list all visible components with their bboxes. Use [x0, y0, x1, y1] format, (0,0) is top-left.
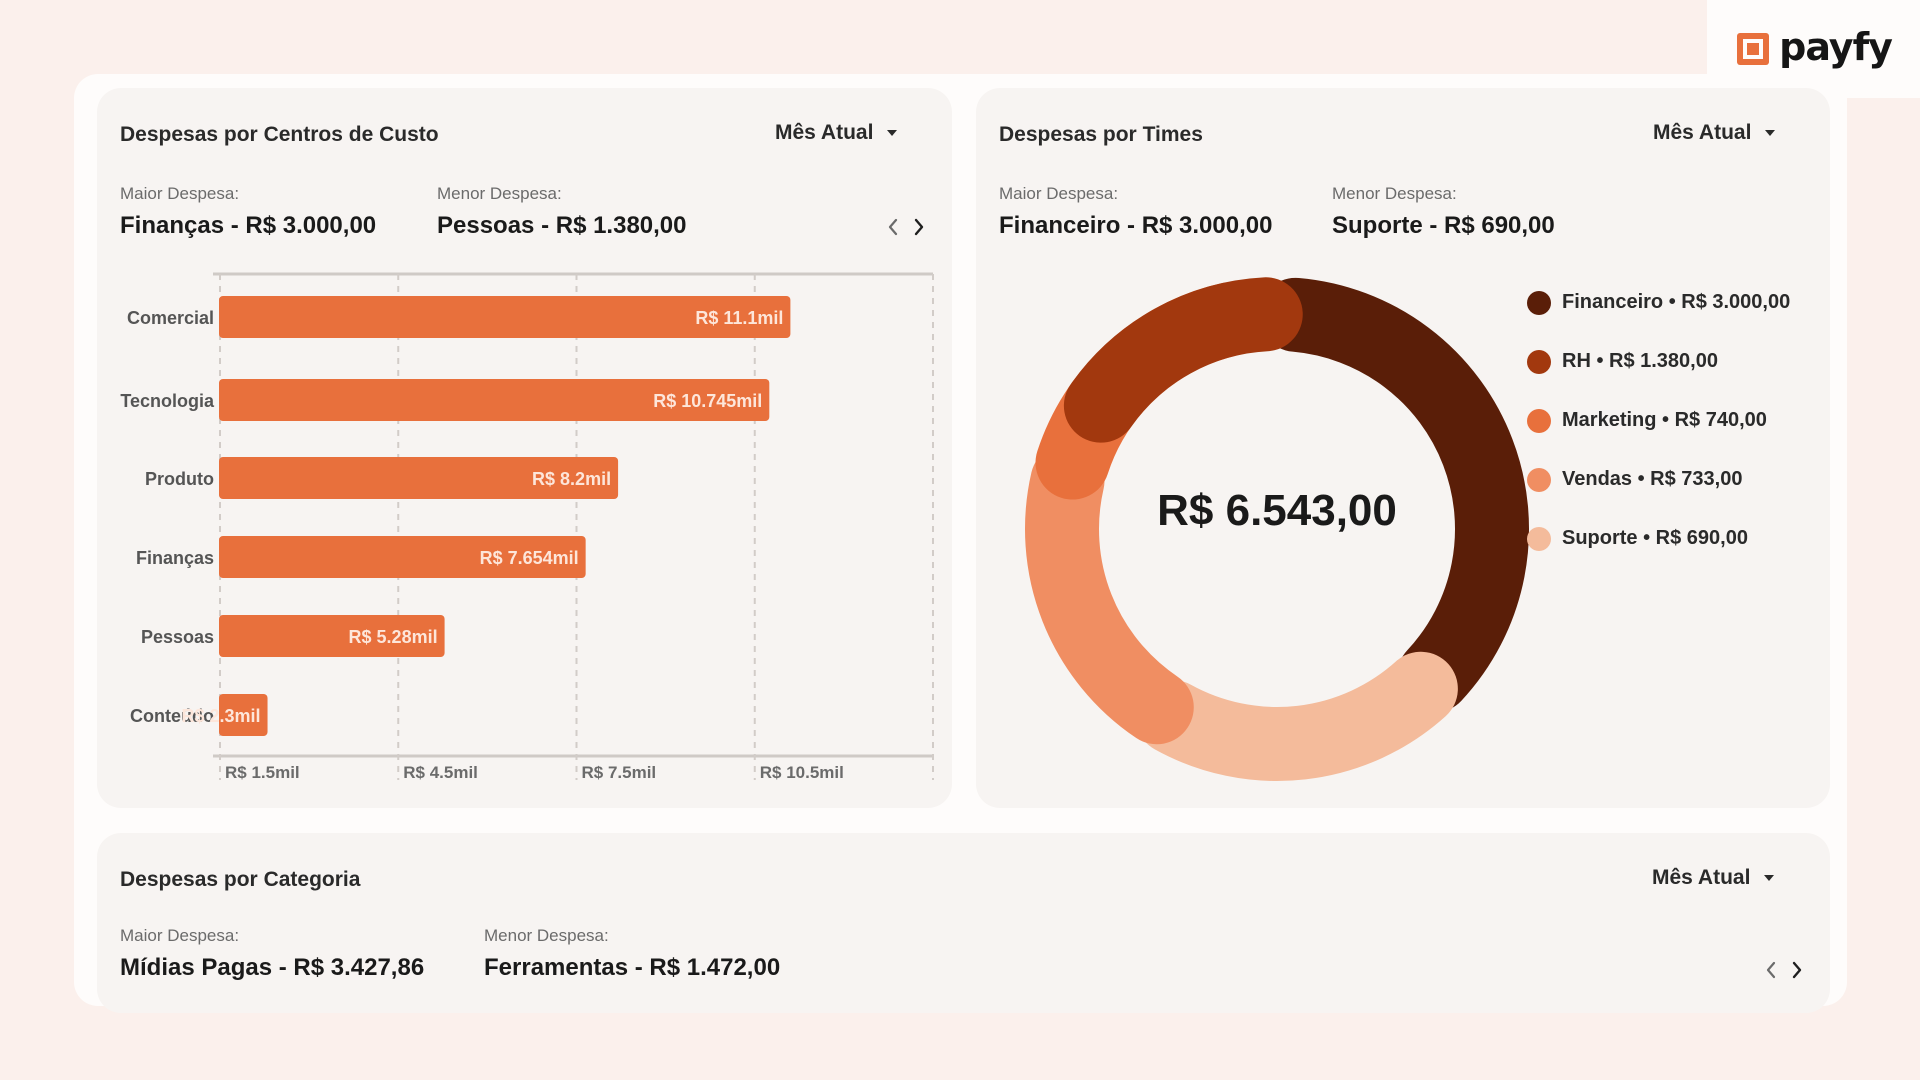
- min-expense-value: Pessoas - R$ 1.380,00: [437, 212, 687, 239]
- legend-item-vendas: Vendas • R$ 733,00: [1527, 450, 1790, 509]
- bar: [219, 457, 619, 499]
- max-expense-stat: Maior Despesa: Finanças - R$ 3.000,00: [120, 184, 376, 240]
- legend-label: Suporte • R$ 690,00: [1562, 527, 1748, 549]
- categories-pager: [1765, 961, 1803, 979]
- bar-value-label: R$ 11.1mil: [695, 308, 783, 328]
- legend-item-suporte: Suporte • R$ 690,00: [1527, 509, 1790, 568]
- bar-value-label: R$ 5.28mil: [349, 627, 438, 647]
- teams-donut-chart: [1025, 277, 1529, 781]
- bar-value-label: R$ 10.745mil: [653, 391, 762, 411]
- teams-legend: Financeiro • R$ 3.000,00 RH • R$ 1.380,0…: [1527, 273, 1790, 568]
- legend-dot: [1527, 290, 1551, 315]
- cost-centers-card: Despesas por Centros de Custo Mês Atual …: [97, 88, 952, 808]
- bar: [219, 694, 268, 736]
- cost-centers-title: Despesas por Centros de Custo: [120, 123, 439, 146]
- period-label: Mês Atual: [1652, 866, 1751, 889]
- bar: [219, 615, 445, 657]
- legend-label: Vendas • R$ 733,00: [1562, 468, 1743, 490]
- legend-dot: [1527, 349, 1551, 374]
- chevron-left-icon[interactable]: [887, 218, 899, 236]
- payfy-logo-icon: [1735, 31, 1771, 67]
- donut-total-value: R$ 6.543,00: [1157, 486, 1397, 535]
- cost-centers-bar-chart: R$ 1.5mil R$ 4.5mil R$ 7.5mil R$ 10.5mil Com…: [120, 272, 934, 782]
- legend-dot: [1527, 467, 1551, 492]
- x-tick-label: R$ 1.5mil: [225, 763, 300, 782]
- max-expense-label: Maior Despesa:: [999, 184, 1119, 203]
- max-expense-label: Maior Despesa:: [120, 926, 240, 945]
- caret-down-icon: [1765, 130, 1776, 136]
- legend-item-financeiro: Financeiro • R$ 3.000,00: [1527, 273, 1790, 332]
- cost-centers-pager: [887, 218, 925, 236]
- bar: [219, 379, 770, 421]
- category-label: Comercial: [127, 308, 214, 328]
- teams-card: Despesas por Times Mês Atual Maior Despe…: [976, 88, 1830, 808]
- legend-item-rh: RH • R$ 1.380,00: [1527, 332, 1790, 391]
- min-expense-stat: Menor Despesa: Pessoas - R$ 1.380,00: [437, 184, 687, 240]
- caret-down-icon: [1764, 875, 1775, 881]
- donut-slice-suporte: [1135, 651, 1458, 781]
- categories-period-dropdown[interactable]: Mês Atual: [1652, 866, 1775, 890]
- max-expense-value: Finanças - R$ 3.000,00: [120, 212, 377, 239]
- bar: [219, 536, 586, 578]
- x-tick-label: R$ 10.5mil: [760, 763, 844, 782]
- max-expense-value: Financeiro - R$ 3.000,00: [999, 212, 1273, 239]
- min-expense-label: Menor Despesa:: [1332, 184, 1457, 203]
- category-label: Produto: [145, 469, 214, 489]
- category-label: Conteúdo: [130, 706, 214, 726]
- bar: [219, 296, 791, 338]
- max-expense-stat: Maior Despesa: Financeiro - R$ 3.000,00: [999, 184, 1272, 240]
- period-label: Mês Atual: [1653, 121, 1752, 144]
- teams-title: Despesas por Times: [999, 123, 1203, 146]
- chevron-left-icon[interactable]: [1765, 961, 1777, 979]
- donut-slice-vendas: [1025, 443, 1194, 745]
- legend-label: RH • R$ 1.380,00: [1562, 350, 1718, 372]
- bar-value-label: R$ 7.654mil: [480, 548, 579, 568]
- max-expense-stat: Maior Despesa: Mídias Pagas - R$ 3.427,8…: [120, 926, 424, 982]
- category-label: Tecnologia: [120, 391, 215, 411]
- min-expense-value: Ferramentas - R$ 1.472,00: [484, 954, 781, 981]
- brand-name: payfy: [1779, 25, 1893, 69]
- min-expense-value: Suporte - R$ 690,00: [1332, 212, 1555, 239]
- category-label: Finanças: [136, 548, 214, 568]
- legend-label: Financeiro • R$ 3.000,00: [1562, 291, 1791, 313]
- period-label: Mês Atual: [775, 121, 874, 144]
- min-expense-label: Menor Despesa:: [437, 184, 562, 203]
- categories-title: Despesas por Categoria: [120, 868, 361, 891]
- legend-dot: [1527, 526, 1551, 551]
- legend-item-marketing: Marketing • R$ 740,00: [1527, 391, 1790, 450]
- min-expense-stat: Menor Despesa: Suporte - R$ 690,00: [1332, 184, 1555, 240]
- legend-dot: [1527, 408, 1551, 433]
- x-tick-label: R$ 7.5mil: [582, 763, 657, 782]
- chevron-right-icon[interactable]: [1791, 961, 1803, 979]
- caret-down-icon: [887, 130, 898, 136]
- donut-slice-financeiro: [1258, 277, 1529, 713]
- bar-value-label: R$ 2.3mil: [181, 706, 260, 726]
- donut-slice-rh: [1063, 277, 1303, 443]
- teams-period-dropdown[interactable]: Mês Atual: [1653, 121, 1776, 145]
- categories-card: Despesas por Categoria Mês Atual Maior D…: [97, 833, 1830, 1013]
- cost-centers-period-dropdown[interactable]: Mês Atual: [775, 121, 898, 145]
- min-expense-stat: Menor Despesa: Ferramentas - R$ 1.472,00: [484, 926, 780, 982]
- max-expense-label: Maior Despesa:: [120, 184, 240, 203]
- bar-value-label: R$ 8.2mil: [532, 469, 611, 489]
- chevron-right-icon[interactable]: [913, 218, 925, 236]
- max-expense-value: Mídias Pagas - R$ 3.427,86: [120, 954, 425, 981]
- legend-label: Marketing • R$ 740,00: [1562, 409, 1767, 431]
- category-label: Pessoas: [141, 627, 214, 647]
- min-expense-label: Menor Despesa:: [484, 926, 609, 945]
- x-tick-label: R$ 4.5mil: [403, 763, 478, 782]
